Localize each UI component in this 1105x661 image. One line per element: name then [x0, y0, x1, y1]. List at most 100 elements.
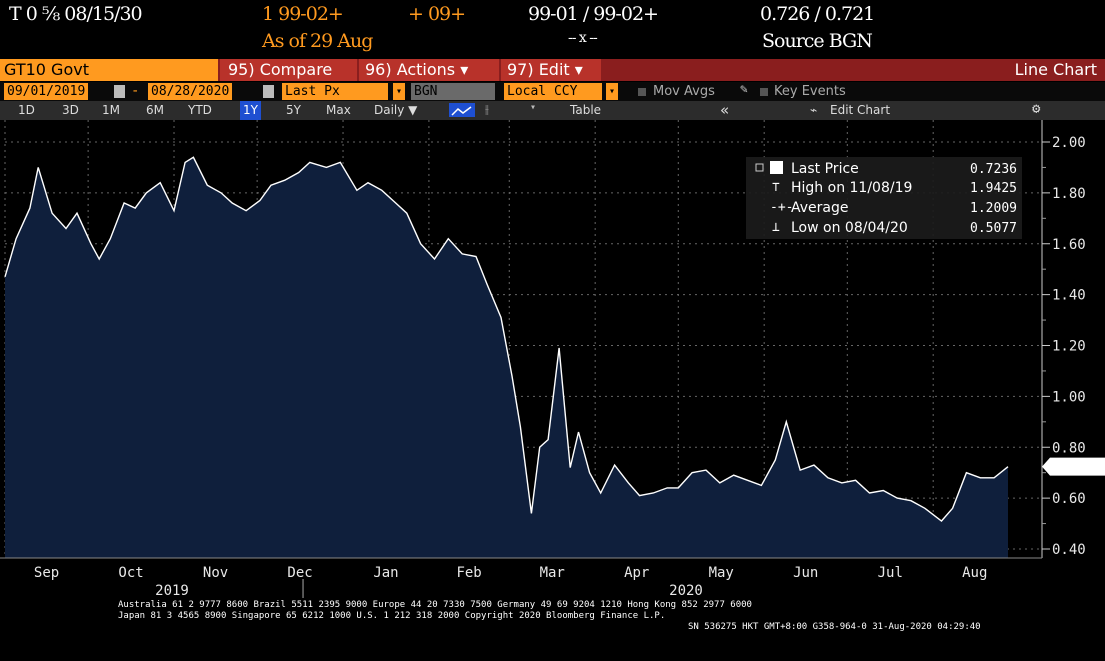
x-tick-label: Oct: [118, 565, 143, 581]
chart-parameters-bar: 09/01/2019 - 08/28/2020 Last Px ▾ BGN Lo…: [0, 82, 1105, 101]
field-dropdown-icon[interactable]: ▾: [393, 83, 405, 100]
quote-header: T 0 ⅝ 08/15/30 1 99-02+ + 09+ 99-01 / 99…: [0, 0, 1105, 60]
compare-button[interactable]: 95) Compare: [220, 59, 357, 81]
x-tick-label: Jul: [878, 565, 903, 581]
key-events-checkbox[interactable]: [760, 88, 768, 96]
y-tick-label: 1.80: [1052, 186, 1086, 202]
x-tick-label: Mar: [540, 565, 565, 581]
legend-avg-label: Average: [791, 200, 849, 216]
key-events-label[interactable]: Key Events: [774, 84, 846, 99]
security-name: T 0 ⅝ 08/15/30: [9, 3, 143, 25]
legend-avg-value: 1.2009: [970, 201, 1017, 216]
legend-low-label: Low on 08/04/20: [791, 220, 908, 236]
chart-type-label: Line Chart: [1014, 60, 1097, 79]
period-1d[interactable]: 1D: [18, 103, 35, 117]
y-tick-label: 1.00: [1052, 389, 1086, 405]
collapse-icon[interactable]: «: [720, 101, 730, 119]
period-bar: 1D 3D 1M 6M YTD 1Y 5Y Max Daily ▼ ⫲ ▾ Ta…: [0, 101, 1105, 120]
year-label: 2019: [155, 583, 189, 599]
legend-high-value: 1.9425: [970, 181, 1017, 196]
y-tick-label: 2.00: [1052, 135, 1086, 151]
x-axis: Sep Oct Nov Dec Jan Feb Mar Apr May Jun Jul Aug 2019…: [0, 557, 1042, 599]
edit-label: 97) Edit ▾: [507, 60, 583, 79]
net-change: + 09+: [408, 3, 466, 25]
last-value-tag: 0.7236: [1042, 457, 1105, 476]
period-ytd[interactable]: YTD: [188, 103, 212, 117]
period-max[interactable]: Max: [326, 103, 351, 117]
high-marker-icon: ⊤: [772, 180, 780, 195]
yield-bid-ask: 0.726 / 0.721: [760, 3, 875, 25]
x-tick-label: Feb: [456, 565, 481, 581]
period-5y[interactable]: 5Y: [286, 103, 301, 117]
compare-label: 95) Compare: [228, 60, 333, 79]
y-tick-label: 1.40: [1052, 288, 1086, 304]
edit-chart-button[interactable]: Edit Chart: [830, 103, 891, 117]
source-field[interactable]: BGN: [411, 83, 495, 100]
y-tick-label: 0.80: [1052, 440, 1086, 456]
x-tick-label: Jun: [793, 565, 818, 581]
x-tick-label: Aug: [962, 565, 987, 581]
mov-avgs-label[interactable]: Mov Avgs: [653, 84, 715, 99]
y-tick-label: 1.60: [1052, 237, 1086, 253]
x-tick-label: May: [709, 565, 734, 581]
frequency-select[interactable]: Daily ▼: [374, 103, 418, 117]
edit-menu[interactable]: 97) Edit ▾: [501, 59, 601, 81]
ticker-label: GT10 Govt: [4, 60, 89, 79]
legend-last-value: 0.7236: [970, 162, 1017, 177]
pencil-icon[interactable]: ✎: [740, 82, 748, 97]
as-of-date: As of 29 Aug: [262, 30, 373, 52]
average-marker-icon: -+-: [770, 200, 793, 215]
y-tick-label: 1.20: [1052, 339, 1086, 355]
footer-contacts-2: Japan 81 3 4565 8900 Singapore 65 6212 1…: [118, 611, 666, 621]
currency-dropdown-icon[interactable]: ▾: [606, 83, 618, 100]
price-line: [4, 156, 1009, 522]
period-1y[interactable]: 1Y: [240, 101, 261, 120]
year-label: 2020: [669, 583, 703, 599]
size-separator: -- x --: [568, 30, 598, 46]
legend-low-value: 0.5077: [970, 221, 1017, 236]
chart-style-dropdown-icon[interactable]: ▾: [530, 102, 537, 113]
bar-chart-icon[interactable]: ⫲: [485, 102, 489, 116]
date-dash: -: [131, 83, 140, 99]
legend-collapse-icon[interactable]: [755, 163, 764, 172]
price-area-fill: [5, 157, 1008, 559]
last-price: 1 99-02+: [262, 3, 344, 25]
x-tick-label: Nov: [203, 565, 228, 581]
line-chart-icon[interactable]: [449, 103, 475, 117]
bid-ask: 99-01 / 99-02+: [528, 3, 659, 25]
x-tick-label: Dec: [287, 565, 312, 581]
edit-chart-icon[interactable]: ⌁: [810, 103, 818, 117]
y-tick-label: 0.40: [1052, 542, 1086, 558]
y-axis: 2.00 1.80 1.60 1.40 1.20 1.00 0.80 0.60 0.40: [1041, 120, 1086, 558]
ticker-field[interactable]: GT10 Govt: [0, 59, 218, 81]
currency-select[interactable]: Local CCY: [504, 83, 602, 100]
x-tick-label: Jan: [373, 565, 398, 581]
field-select[interactable]: Last Px: [282, 83, 388, 100]
last-value-tag-text: 0.7236: [1053, 461, 1100, 476]
x-tick-label: Apr: [624, 565, 649, 581]
period-1m[interactable]: 1M: [102, 103, 120, 117]
period-3d[interactable]: 3D: [62, 103, 79, 117]
last-price-swatch: [770, 161, 783, 174]
legend-last-label: Last Price: [791, 161, 859, 177]
low-marker-icon: ⊥: [772, 220, 780, 235]
mov-avgs-checkbox[interactable]: [638, 88, 646, 96]
legend-box[interactable]: Last Price 0.7236 ⊤ High on 11/08/19 1.9…: [746, 157, 1022, 239]
period-6m[interactable]: 6M: [146, 103, 164, 117]
x-tick-label: Sep: [34, 565, 59, 581]
actions-menu[interactable]: 96) Actions ▾: [359, 59, 499, 81]
calendar-icon[interactable]: [114, 85, 125, 98]
calendar-icon[interactable]: [263, 85, 274, 98]
price-chart[interactable]: 2.00 1.80 1.60 1.40 1.20 1.00 0.80 0.60 0.40 Sep…: [0, 120, 1105, 600]
function-bar: GT10 Govt 95) Compare 96) Actions ▾ 97) …: [0, 59, 1105, 81]
footer-contacts-1: Australia 61 2 9777 8600 Brazil 5511 239…: [118, 600, 752, 610]
actions-label: 96) Actions ▾: [365, 60, 469, 79]
legend-high-label: High on 11/08/19: [791, 180, 912, 196]
start-date-field[interactable]: 09/01/2019: [4, 83, 89, 100]
end-date-field[interactable]: 08/28/2020: [148, 83, 233, 100]
y-tick-label: 0.60: [1052, 491, 1086, 507]
table-button[interactable]: Table: [570, 103, 602, 117]
footer-session: SN 536275 HKT GMT+8:00 G358-964-0 31-Aug…: [688, 622, 981, 632]
gear-icon[interactable]: ⚙: [1032, 101, 1041, 117]
pricing-source: Source BGN: [762, 30, 873, 52]
